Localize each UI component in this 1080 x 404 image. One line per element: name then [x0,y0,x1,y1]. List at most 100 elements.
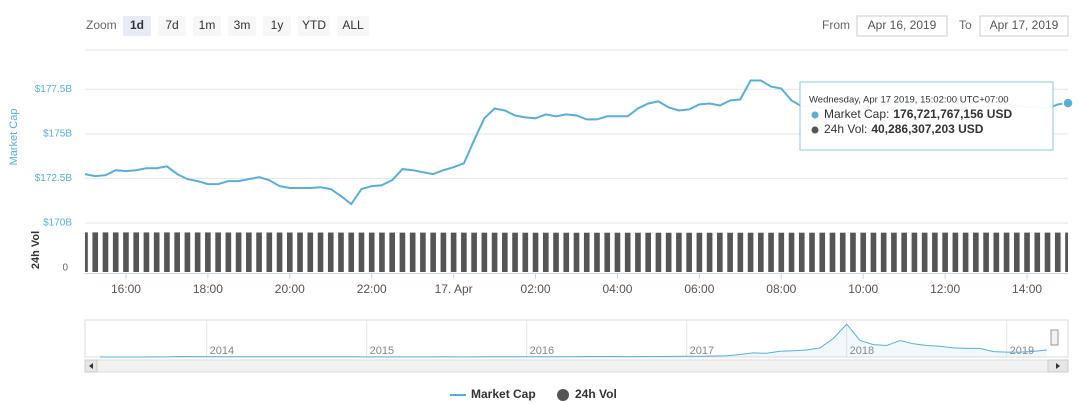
x-tick-label: 16:00 [111,282,141,296]
bar [809,232,815,272]
navigator-area [100,324,1047,357]
y2-axis-title: 24h Vol [30,231,42,269]
x-tick-label: 04:00 [602,282,632,296]
to-date[interactable]: Apr 17, 2019 [990,18,1059,32]
bar [635,232,641,272]
bar [870,232,877,272]
bar [184,232,191,272]
range-buttons: 1d 7d 1m 3m 1y YTD ALL [123,16,369,36]
bar [276,232,283,272]
tooltip-row: Market Cap: 176,721,767,156 USD [824,107,1012,121]
bar [286,232,293,272]
bar [778,232,785,272]
bar [102,232,109,272]
y-tick-label: $170B [43,218,72,229]
range-button-label[interactable]: 7d [165,18,178,32]
bar [164,232,170,272]
bar [246,232,252,272]
x-tick-label: 12:00 [930,282,960,296]
bar [1024,232,1030,272]
bar [798,232,805,272]
from-date[interactable]: Apr 16, 2019 [868,18,937,32]
range-button-label[interactable]: YTD [302,18,326,32]
bar [215,232,221,272]
from-label: From [822,18,850,32]
bar [932,232,938,272]
bar [389,232,396,272]
range-button[interactable] [228,16,256,36]
bar [1013,232,1020,272]
legend-symbol [557,389,569,401]
range-button[interactable] [298,16,330,36]
tooltip-dot [811,111,819,119]
bar [829,232,836,272]
bar [440,232,447,272]
bar [266,232,273,272]
navigator-tick-label: 2016 [530,345,554,357]
bar [706,232,713,272]
bar [676,232,682,272]
bar [768,232,774,272]
bar [686,232,692,272]
bar [583,232,590,272]
bar [542,232,549,272]
bar [594,232,600,272]
from-input[interactable] [856,15,948,37]
bar [921,232,928,272]
bar [655,232,662,272]
tooltip: Wednesday, Apr 17 2019, 15:02:00 UTC+07:… [799,81,1054,151]
tooltip-date: Wednesday, Apr 17 2019, 15:02:00 UTC+07:… [809,95,1009,106]
bar [225,232,232,272]
tooltip-dot [811,126,819,134]
navigator-line [99,323,1047,358]
hover-marker [1062,97,1074,109]
range-button-label[interactable]: ALL [342,18,364,32]
bar [717,232,723,272]
range-button-label[interactable]: 1d [130,18,144,32]
bar [757,232,764,272]
range-button[interactable] [263,16,291,36]
legend-label[interactable]: Market Cap [471,387,536,401]
bar [614,232,621,272]
navigator-tick-label: 2015 [370,345,394,357]
range-button[interactable] [193,16,221,36]
x-tick-label: 14:00 [1012,282,1042,296]
bar [942,232,948,272]
bar [1034,232,1041,272]
range-button-label[interactable]: 3m [234,18,251,32]
range-button[interactable] [158,16,186,36]
bar [604,232,611,272]
bar [420,232,426,272]
range-button[interactable] [337,16,369,36]
navigator-tick-label: 2019 [1010,345,1034,357]
bar [839,232,846,272]
bar [399,232,406,272]
legend-label[interactable]: 24h Vol [575,387,617,401]
to-input[interactable] [979,15,1069,37]
bar [727,232,733,272]
plot-area: $170B $172.5B $175B $177.5B 16:00 18:00 20:00 2… [35,79,1074,296]
scrollbar[interactable] [84,359,1069,373]
bar [409,232,416,272]
navigator-handle[interactable] [1050,329,1059,346]
bar [123,232,129,272]
bar [891,232,897,272]
zoom-label: Zoom [86,18,117,32]
legend: Market Cap 24h Vol [450,387,617,401]
bar [430,232,436,272]
bar [256,232,262,272]
bar [696,232,703,272]
bar [461,232,467,272]
to-label: To [959,18,972,32]
range-button-label[interactable]: 1y [271,18,284,32]
bar [532,232,539,272]
x-tick-label: 18:00 [193,282,223,296]
bar [1044,232,1051,272]
range-button[interactable] [123,16,151,36]
bar [850,232,856,272]
navigator-tick-label: 2017 [690,345,714,357]
range-button-label[interactable]: 1m [199,18,216,32]
bar [358,232,365,272]
